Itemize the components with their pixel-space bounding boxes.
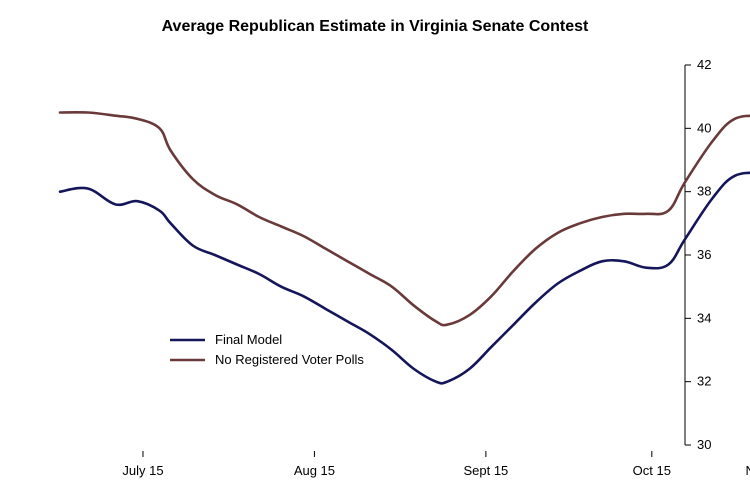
legend-label: No Registered Voter Polls	[215, 352, 364, 367]
y-tick-label: 38	[697, 184, 711, 199]
y-tick-label: 34	[697, 310, 711, 325]
x-tick-label: Aug 15	[294, 463, 335, 478]
x-tick-label: Nov 4	[745, 463, 750, 478]
y-tick-label: 42	[697, 57, 711, 72]
chart-title: Average Republican Estimate in Virginia …	[0, 18, 750, 36]
chart-container: Average Republican Estimate in Virginia …	[0, 0, 750, 500]
y-tick-label: 32	[697, 374, 711, 389]
legend-label: Final Model	[215, 332, 282, 347]
x-tick-label: Sept 15	[463, 463, 508, 478]
series-line	[60, 173, 750, 384]
chart-svg: 30 32 34 36 38 40 42 July 15 Aug 15 Sept 15 Oct 15…	[0, 0, 750, 500]
y-tick-label: 30	[697, 437, 711, 452]
series-line	[60, 112, 750, 325]
y-tick-label: 36	[697, 247, 711, 262]
x-tick-label: Oct 15	[633, 463, 671, 478]
x-tick-label: July 15	[122, 463, 163, 478]
y-tick-label: 40	[697, 120, 711, 135]
